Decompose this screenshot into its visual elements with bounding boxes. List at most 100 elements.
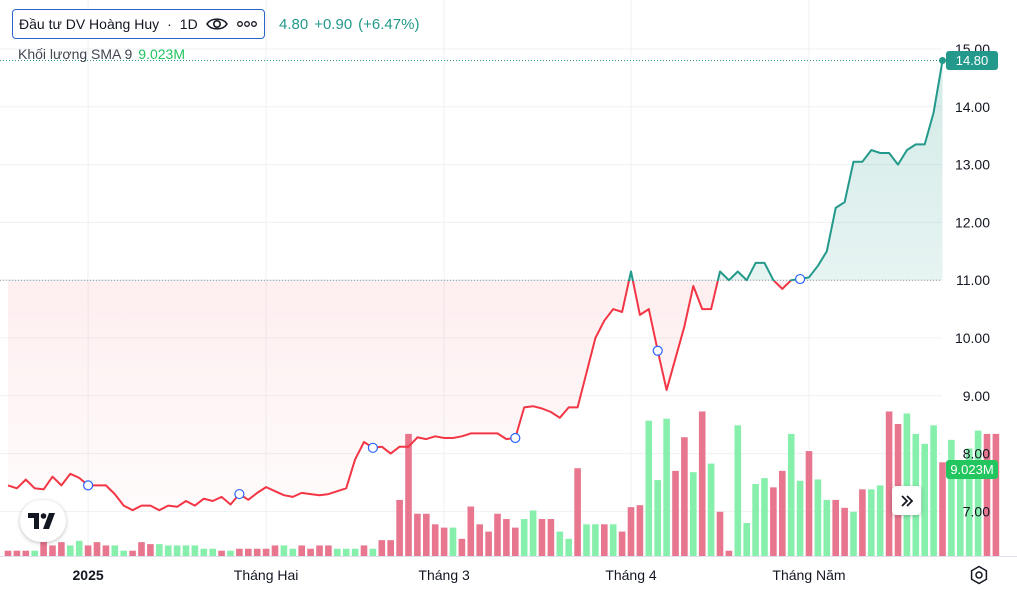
volume-bar xyxy=(583,524,590,556)
volume-bar xyxy=(752,484,759,556)
volume-bar xyxy=(672,470,679,556)
volume-bar xyxy=(75,540,83,556)
volume-bar xyxy=(734,425,742,556)
volume-bar xyxy=(609,524,617,556)
event-marker[interactable] xyxy=(510,432,521,444)
volume-bar xyxy=(289,548,297,556)
volume-bar xyxy=(378,540,386,556)
volume-bar xyxy=(529,510,537,556)
volume-legend[interactable]: Khối lượng SMA 9 9.023M xyxy=(18,46,185,62)
volume-bar xyxy=(49,545,56,556)
volume-bar xyxy=(725,550,733,556)
volume-bar xyxy=(770,487,777,556)
volume-bar xyxy=(574,468,581,556)
volume-bar xyxy=(360,545,368,556)
volume-bar xyxy=(850,511,857,556)
volume-bar xyxy=(841,507,848,556)
event-marker[interactable] xyxy=(652,345,663,356)
x-tick-label: Tháng 4 xyxy=(605,567,657,583)
volume-bar xyxy=(538,519,546,556)
scroll-right-icon xyxy=(900,494,913,507)
volume-bar xyxy=(67,545,74,556)
volume-bar xyxy=(262,548,270,556)
volume-bar xyxy=(156,544,163,556)
price-line-down xyxy=(7,281,793,512)
volume-bar xyxy=(503,519,510,556)
volume-bar xyxy=(832,499,839,556)
area-fill-up xyxy=(8,60,943,281)
volume-bar xyxy=(280,545,288,556)
volume-legend-value: 9.023M xyxy=(138,46,185,62)
volume-bar xyxy=(663,418,670,556)
more-icon[interactable] xyxy=(236,20,258,28)
separator-dot: · xyxy=(167,16,172,32)
volume-bar xyxy=(147,544,154,556)
y-tick-label: 14.00 xyxy=(955,99,990,115)
volume-bar xyxy=(707,463,715,556)
event-markers[interactable] xyxy=(82,273,806,500)
volume-bar xyxy=(236,548,243,556)
last-price-dot xyxy=(939,57,946,65)
volume-bar xyxy=(369,548,377,556)
volume-bar xyxy=(227,550,234,556)
eye-icon[interactable] xyxy=(205,16,228,32)
event-marker[interactable] xyxy=(367,442,378,453)
volume-label: Khối lượng SMA 9 xyxy=(18,46,133,62)
volume-bar xyxy=(440,527,448,556)
volume-bar xyxy=(547,519,555,556)
x-tick-label: Tháng Hai xyxy=(234,567,299,583)
volume-bar xyxy=(957,462,964,556)
volume-bar xyxy=(271,545,279,556)
symbol-name[interactable]: Đầu tư DV Hoàng Huy xyxy=(19,16,160,32)
volume-bar xyxy=(182,545,190,556)
settings-icon[interactable] xyxy=(969,565,989,590)
volume-bar xyxy=(40,538,47,556)
last-price-fragment: 4.80 xyxy=(279,16,309,33)
event-marker[interactable] xyxy=(794,273,806,285)
volume-bar xyxy=(636,505,644,556)
volume-bar xyxy=(520,519,528,556)
volume-bar xyxy=(102,545,110,556)
volume-bar xyxy=(823,499,831,556)
y-tick-label: 13.00 xyxy=(955,157,990,173)
event-marker[interactable] xyxy=(82,480,94,491)
volume-bar xyxy=(601,524,608,556)
y-tick-label: 10.00 xyxy=(955,330,990,346)
volume-bar xyxy=(458,538,466,556)
volume-bar xyxy=(512,527,519,556)
time-axis[interactable]: 2025 Tháng Hai Tháng 3 Tháng 4 Tháng Năm xyxy=(73,567,846,583)
volume-bar xyxy=(111,545,119,556)
tradingview-logo[interactable] xyxy=(20,500,66,542)
volume-bar xyxy=(218,550,225,556)
volume-bar xyxy=(859,489,866,556)
scroll-right-button[interactable] xyxy=(892,486,921,515)
volume-bar xyxy=(405,433,412,556)
x-tick-label: 2025 xyxy=(73,567,104,583)
interval-label[interactable]: 1D xyxy=(179,16,198,32)
volume-bar xyxy=(796,480,804,556)
symbol-legend[interactable]: Đầu tư DV Hoàng Huy · 1D xyxy=(12,9,265,39)
volume-bar xyxy=(743,523,750,556)
y-tick-label: 9.00 xyxy=(963,388,990,404)
volume-bar xyxy=(565,538,572,556)
volume-bar xyxy=(992,433,1000,556)
volume-bar xyxy=(209,548,216,556)
volume-bar xyxy=(805,451,813,556)
volume-bar xyxy=(245,548,252,556)
volume-bar xyxy=(13,550,21,556)
volume-bar xyxy=(334,548,341,556)
volume-bar xyxy=(698,411,706,556)
y-tick-label: 12.00 xyxy=(955,214,990,230)
volume-bar xyxy=(983,433,991,556)
volume-bar xyxy=(164,545,172,556)
volume-bar xyxy=(627,507,635,556)
event-marker[interactable] xyxy=(234,488,245,500)
x-tick-label: Tháng Năm xyxy=(772,567,845,583)
volume-bar xyxy=(307,548,314,556)
x-tick-label: Tháng 3 xyxy=(418,567,470,583)
volume-bar xyxy=(965,448,973,556)
volume-bar xyxy=(423,513,430,556)
volume-bar xyxy=(351,548,359,556)
volume-bar xyxy=(325,545,332,556)
